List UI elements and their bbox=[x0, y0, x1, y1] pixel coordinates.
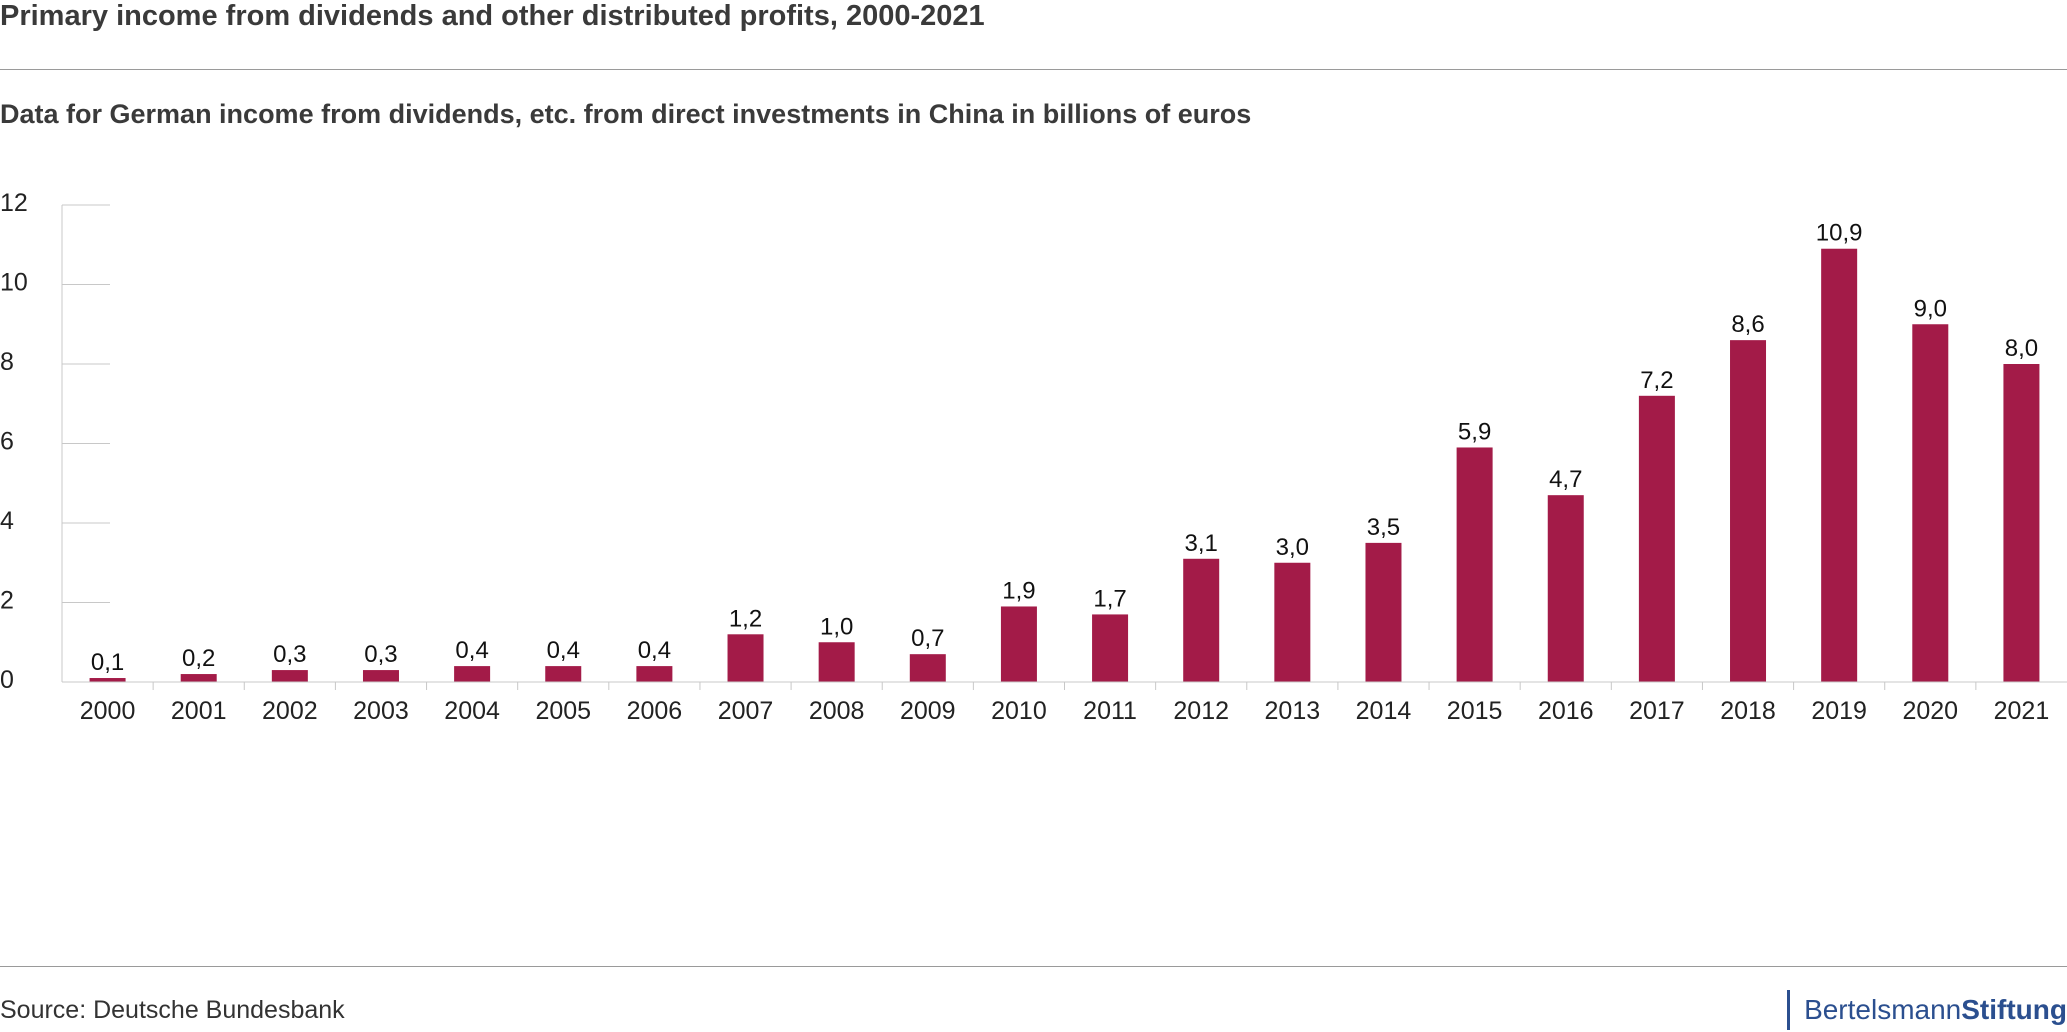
data-label-2017: 7,2 bbox=[1640, 367, 1673, 394]
y-tick-label: 8 bbox=[0, 348, 14, 376]
title-divider bbox=[0, 69, 2067, 70]
bar-2001 bbox=[180, 674, 217, 682]
x-tick-label-2009: 2009 bbox=[900, 697, 956, 725]
bar-2015 bbox=[1456, 447, 1493, 682]
x-tick-label-2006: 2006 bbox=[627, 697, 683, 725]
bar-2021 bbox=[2003, 364, 2040, 682]
data-label-2021: 8,0 bbox=[2005, 335, 2038, 362]
bar-2017 bbox=[1638, 395, 1675, 682]
data-label-2005: 0,4 bbox=[547, 637, 580, 664]
x-tick-label-2018: 2018 bbox=[1720, 697, 1776, 725]
x-tick-label-2014: 2014 bbox=[1356, 697, 1412, 725]
logo-part-1: Bertelsmann bbox=[1804, 994, 1962, 1025]
x-tick-label-2001: 2001 bbox=[171, 697, 227, 725]
x-tick-label-2019: 2019 bbox=[1811, 697, 1867, 725]
chart-subtitle: Data for German income from dividends, e… bbox=[0, 99, 1252, 129]
bar-2009 bbox=[909, 654, 946, 682]
bar-2007 bbox=[727, 634, 764, 682]
y-tick-label: 0 bbox=[0, 666, 14, 694]
data-label-2014: 3,5 bbox=[1367, 514, 1400, 541]
data-label-2016: 4,7 bbox=[1549, 466, 1582, 493]
y-tick-label: 10 bbox=[0, 269, 28, 297]
x-tick-label-2012: 2012 bbox=[1173, 697, 1229, 725]
bar-2006 bbox=[636, 666, 673, 682]
bar-2000 bbox=[89, 678, 126, 682]
bar-2008 bbox=[818, 642, 855, 682]
x-tick-label-2003: 2003 bbox=[353, 697, 409, 725]
y-tick-label: 12 bbox=[0, 189, 28, 217]
bar-chart: 0 2 4 6 8 10 12 0,1 0,2 0,3 0,3 0,4 0,4 0,4 1,2 1,0 0,7… bbox=[0, 189, 2067, 725]
bar-2019 bbox=[1821, 248, 1858, 682]
x-tick-label-2005: 2005 bbox=[535, 697, 591, 725]
bar-2016 bbox=[1547, 495, 1584, 682]
bar-2003 bbox=[362, 670, 399, 682]
y-axis: 0 2 4 6 8 10 12 bbox=[0, 189, 110, 694]
x-tick-label-2015: 2015 bbox=[1447, 697, 1503, 725]
bar-2012 bbox=[1183, 558, 1220, 682]
bar-2013 bbox=[1274, 562, 1311, 682]
data-label-2007: 1,2 bbox=[729, 605, 762, 632]
x-tick-label-2016: 2016 bbox=[1538, 697, 1594, 725]
logo-part-2: Stiftung bbox=[1961, 994, 2067, 1025]
x-tick-label-2021: 2021 bbox=[1994, 697, 2050, 725]
data-label-2000: 0,1 bbox=[91, 649, 124, 676]
y-tick-label: 4 bbox=[0, 507, 14, 535]
x-tick-label-2010: 2010 bbox=[991, 697, 1047, 725]
x-tick-label-2000: 2000 bbox=[80, 697, 136, 725]
data-label-2006: 0,4 bbox=[638, 637, 671, 664]
bars: 0,1 0,2 0,3 0,3 0,4 0,4 0,4 1,2 1,0 0,7 1,9 1,7 3,1 3… bbox=[89, 220, 2040, 682]
data-label-2008: 1,0 bbox=[820, 613, 853, 640]
bar-2005 bbox=[545, 666, 582, 682]
source-note: Source: Deutsche Bundesbank bbox=[0, 996, 345, 1024]
x-axis: 2000 2001 2002 2003 2004 2005 2006 2007 2008 2009… bbox=[62, 681, 2067, 725]
x-tick-label-2011: 2011 bbox=[1083, 697, 1137, 725]
data-label-2003: 0,3 bbox=[364, 641, 397, 668]
data-label-2009: 0,7 bbox=[911, 625, 944, 652]
x-tick-label-2017: 2017 bbox=[1629, 697, 1685, 725]
bar-2002 bbox=[271, 670, 308, 682]
x-tick-label-2007: 2007 bbox=[718, 697, 774, 725]
x-tick-label-2013: 2013 bbox=[1265, 697, 1321, 725]
data-label-2013: 3,0 bbox=[1276, 534, 1309, 561]
bar-2014 bbox=[1365, 542, 1402, 682]
data-label-2018: 8,6 bbox=[1731, 311, 1764, 338]
data-label-2004: 0,4 bbox=[455, 637, 488, 664]
data-label-2001: 0,2 bbox=[182, 645, 215, 672]
data-label-2010: 1,9 bbox=[1002, 577, 1035, 604]
y-tick-label: 2 bbox=[0, 587, 14, 615]
bar-2020 bbox=[1912, 324, 1949, 682]
data-label-2011: 1,7 bbox=[1093, 585, 1126, 612]
x-tick-label-2004: 2004 bbox=[444, 697, 500, 725]
footer-divider bbox=[0, 966, 2067, 967]
data-label-2002: 0,3 bbox=[273, 641, 306, 668]
x-tick-label-2002: 2002 bbox=[262, 697, 318, 725]
data-label-2020: 9,0 bbox=[1914, 295, 1947, 322]
bertelsmann-stiftung-logo: BertelsmannStiftung bbox=[1787, 990, 2067, 1030]
x-tick-label-2008: 2008 bbox=[809, 697, 865, 725]
bar-2018 bbox=[1730, 340, 1767, 682]
bar-2010 bbox=[1000, 606, 1037, 682]
x-tick-label-2020: 2020 bbox=[1902, 697, 1958, 725]
y-tick-label: 6 bbox=[0, 428, 14, 456]
data-label-2019: 10,9 bbox=[1816, 220, 1863, 247]
bar-2011 bbox=[1092, 614, 1129, 682]
bar-2004 bbox=[454, 666, 491, 682]
data-label-2015: 5,9 bbox=[1458, 418, 1491, 445]
data-label-2012: 3,1 bbox=[1185, 530, 1218, 557]
chart-title: Primary income from dividends and other … bbox=[0, 0, 985, 32]
